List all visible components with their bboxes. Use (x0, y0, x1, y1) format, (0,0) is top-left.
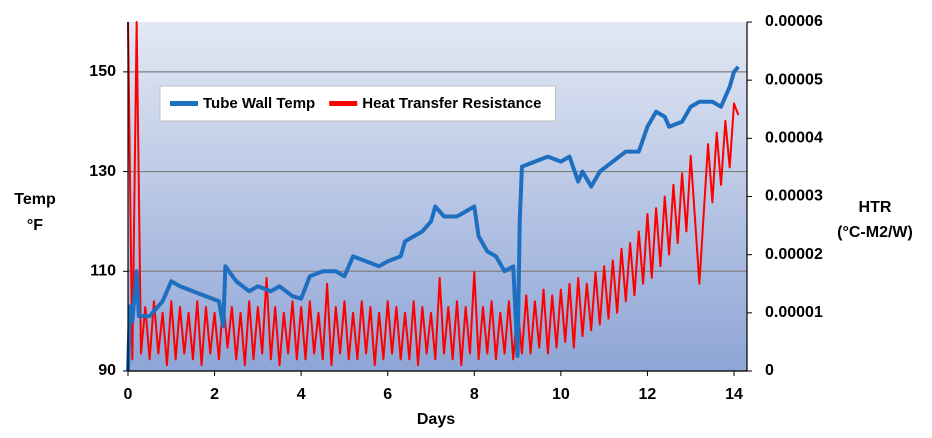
y2-tick-label: 0.00001 (765, 304, 823, 321)
y2-axis-label: HTR (859, 199, 892, 216)
series-line (126, 65, 740, 372)
legend-label: Tube Wall Temp (203, 95, 315, 112)
y2-tick-label: 0.00005 (765, 71, 823, 88)
y2-tick-label: 0 (765, 362, 774, 379)
y2-axis-label: (°C-M2/W) (837, 224, 913, 241)
x-tick-label: 4 (297, 386, 306, 403)
y-tick-label: 150 (89, 63, 116, 80)
legend-box (159, 85, 556, 122)
y2-tick-label: 0.00006 (765, 13, 823, 30)
y-axis-label: °F (27, 217, 43, 234)
y2-tick-label: 0.00002 (765, 246, 823, 263)
legend-label: Heat Transfer Resistance (362, 95, 541, 112)
y2-tick-label: 0.00004 (765, 130, 823, 147)
x-tick-label: 0 (124, 386, 133, 403)
y-tick-label: 130 (89, 163, 116, 180)
y2-tick-label: 0.00003 (765, 188, 823, 205)
x-tick-label: 6 (383, 386, 392, 403)
x-tick-label: 8 (470, 386, 479, 403)
y-axis-label: Temp (14, 191, 56, 208)
x-tick-label: 14 (725, 386, 743, 403)
y-tick-label: 110 (90, 263, 116, 280)
x-tick-label: 2 (210, 386, 219, 403)
x-tick-label: 12 (639, 386, 657, 403)
y-tick-label: 90 (98, 362, 116, 379)
series-line (127, 21, 740, 367)
x-axis-label: Days (417, 411, 455, 428)
x-tick-label: 10 (552, 386, 570, 403)
